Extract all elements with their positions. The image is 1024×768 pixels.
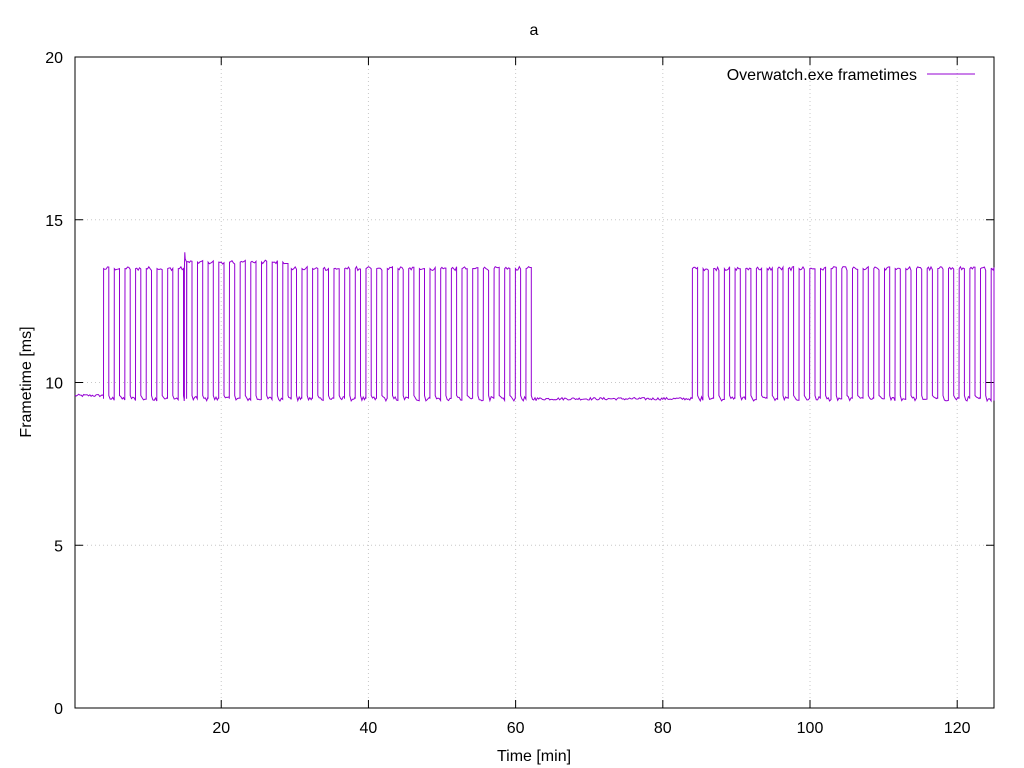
y-tick-label: 5 [54,538,63,555]
x-tick-label: 100 [797,720,824,737]
y-tick-label: 15 [45,213,63,230]
x-tick-label: 20 [212,720,230,737]
x-tick-label: 80 [654,720,672,737]
grid-lines [75,57,994,708]
y-tick-label: 0 [54,701,63,718]
legend: Overwatch.exe frametimes [727,67,975,84]
axis-ticks: 20 40 60 80 100 120 0 5 10 15 20 [45,50,994,737]
series-layer [74,252,995,403]
legend-label: Overwatch.exe frametimes [727,67,917,84]
x-axis-title: Time [min] [497,748,571,765]
y-tick-label: 10 [45,376,63,393]
x-tick-label: 60 [507,720,525,737]
y-axis-title: Frametime [ms] [18,326,35,437]
x-tick-label: 120 [944,720,971,737]
x-tick-label: 40 [360,720,378,737]
y-tick-label: 20 [45,50,63,67]
series-line-overwatch [74,252,995,403]
chart-title: a [530,22,539,39]
